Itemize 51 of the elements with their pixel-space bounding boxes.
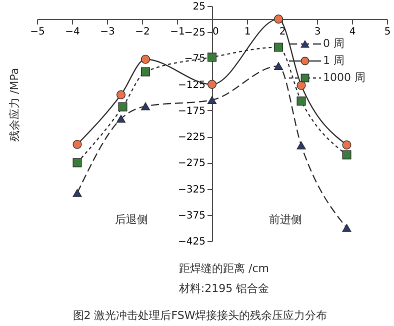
x-tick-label: −1 (170, 26, 185, 38)
point (207, 52, 217, 62)
point (72, 140, 82, 149)
y-tick-label: −75 (184, 54, 206, 65)
point (118, 102, 128, 112)
point (274, 14, 284, 24)
x-tick-label: 2 (279, 26, 286, 38)
caption: 图2 激光冲击处理后FSW焊接接头的残余压应力分布 (72, 309, 328, 322)
x-tick-label: 5 (384, 26, 391, 38)
annotation: 前进侧 (269, 213, 302, 226)
x-tick-label: −3 (100, 26, 115, 38)
point (342, 150, 352, 160)
annotation: 后退侧 (115, 213, 148, 226)
y-tick-label: −325 (178, 184, 206, 196)
point (274, 42, 284, 52)
point (140, 67, 150, 76)
point (140, 102, 150, 110)
x-axis-title: 距焊缝的距离 /cm (179, 262, 269, 275)
legend-label: 1000 周 (323, 71, 366, 84)
y-tick-label: −125 (178, 80, 206, 91)
point (72, 158, 82, 168)
y-tick-label: −25 (184, 28, 206, 39)
x-tick-label: −4 (65, 26, 80, 38)
point (296, 80, 306, 90)
legend-label: 0 周 (323, 37, 344, 50)
point (116, 90, 126, 100)
y-tick-label: 25 (192, 2, 206, 12)
y-axis-title: 残余应力 /MPa (8, 68, 21, 142)
point (207, 80, 217, 89)
point (116, 114, 126, 123)
y-tick-label: −275 (178, 158, 206, 170)
x-tick-label: 0 (212, 26, 219, 38)
text: 材料:2195 铝合金 (178, 282, 270, 295)
point (140, 54, 150, 64)
x-tick-label: 4 (349, 26, 356, 38)
point (207, 96, 217, 104)
x-tick-label: 1 (244, 26, 251, 38)
point (342, 224, 352, 232)
point (342, 140, 352, 150)
x-tick-label: −5 (30, 26, 45, 38)
point (72, 188, 82, 197)
x-tick-label: 3 (314, 26, 321, 38)
y-tick-label: −375 (178, 210, 206, 222)
y-tick-label: −175 (178, 106, 206, 117)
x-tick-label: −2 (135, 26, 150, 38)
point (274, 62, 284, 70)
point (296, 141, 306, 150)
legend-label: 1 周 (323, 54, 344, 67)
point (296, 96, 306, 106)
y-tick-label: −225 (178, 132, 206, 144)
y-tick-label: −425 (178, 236, 206, 248)
